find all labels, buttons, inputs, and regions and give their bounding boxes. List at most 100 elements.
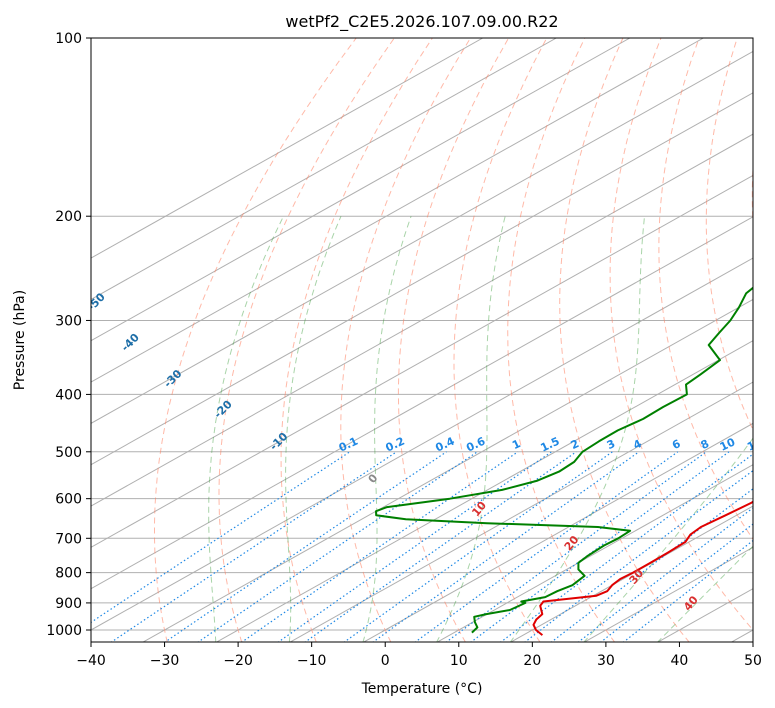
isotherm-line [91,38,704,383]
mixing-ratio-line [372,451,640,642]
mixing-ratio-label: 6 [670,437,683,452]
mixing-ratio-line [414,451,679,642]
mixing-ratio-label: 3 [605,437,617,452]
dry-adiabat-label: -20 [211,397,234,420]
background-lines [91,38,753,642]
moist-adiabat-label: 20 [562,533,582,553]
y-axis-ticks: 100 200 300 400 500 600 700 800 900 1000 [46,31,91,639]
mixing-ratio-line [469,451,730,642]
mixing-ratio-line [163,451,447,642]
moist-adiabat-line [362,216,412,642]
x-tick-label: −40 [76,653,106,669]
dry-adiabat-line [397,38,510,642]
moist-adiabat-line [285,216,342,642]
dry-adiabat-label: -40 [119,331,142,354]
dry-adiabat-label: -60 [63,240,86,263]
mixing-ratio-line [523,469,753,642]
isotherm-line [91,216,753,590]
dry-adiabat-line [340,38,471,642]
isotherm-line [91,38,631,342]
dry-adiabat-line [507,38,616,642]
mixing-ratio-line [277,451,552,642]
plot-frame [90,37,754,643]
x-tick-label: −10 [297,653,327,669]
y-tick-label: 600 [55,492,82,508]
mixing-ratio-line [599,523,753,642]
dry-adiabat-line [559,38,690,642]
mixing-ratio-label: 8 [699,437,711,452]
x-tick-label: 0 [381,653,390,669]
dry-adiabat-label: -50 [85,290,108,313]
isotherm-line [289,381,753,642]
y-tick-label: 100 [55,31,82,47]
isotherm-line [91,38,484,259]
x-tick-label: 10 [450,653,468,669]
dry-adiabat-line [751,160,753,231]
moist-adiabat-label: 0 [366,471,381,485]
x-axis-label: Temperature (°C) [361,681,483,697]
temperature-line [532,500,753,636]
x-tick-label: −30 [150,653,180,669]
isotherm-line [91,38,557,300]
dry-adiabat-label: -80 [46,140,69,163]
isotherm-line [91,257,753,631]
mixing-ratio-line [343,451,613,642]
mixing-ratio-line [550,488,753,642]
x-axis-ticks: −40 −30 −20 −10 0 10 20 30 40 50 [76,642,762,669]
y-tick-label: 400 [55,387,82,403]
dry-adiabat-line [280,38,433,642]
y-tick-label: 900 [55,596,82,612]
mixing-ratio-line [445,451,707,642]
moist-adiabat-line [509,216,645,642]
isotherm-line [91,133,753,507]
mixing-ratio-line [240,451,519,642]
moist-adiabat-line [583,437,753,642]
y-tick-label: 500 [55,445,82,461]
y-axis-label: Pressure (hPa) [12,290,28,390]
y-tick-label: 200 [55,209,82,225]
y-tick-label: 800 [55,566,82,582]
mixing-ratio-label: 10 [718,435,738,453]
dry-adiabat-label: -30 [161,367,184,390]
moist-adiabat-line [208,215,284,642]
isotherm-line [436,464,753,642]
moist-adiabat-label: 40 [681,593,701,613]
dewpoint-line [375,286,753,634]
mixing-ratio-line [91,451,351,624]
moist-adiabat-label: 10 [469,499,489,519]
isotherm-line [91,50,753,424]
moist-adiabat-line [436,216,506,642]
isotherm-line [142,298,753,642]
dry-adiabat-label: -10 [267,430,290,453]
mixing-ratio-label: 16 [767,435,775,453]
isotherm-line [91,92,753,466]
dry-adiabat-line [609,38,753,631]
y-tick-label: 300 [55,313,82,329]
profile-lines [375,286,753,636]
isotherm-line [509,505,753,642]
mixing-ratio-line [110,451,397,642]
dry-adiabat-line [218,38,395,642]
isotherm-line [657,588,753,642]
x-tick-label: −20 [223,653,253,669]
dry-adiabat-line [705,38,753,431]
chart-title: wetPf2_C2E5.2026.107.09.00.R22 [285,12,558,32]
y-tick-label: 700 [55,531,82,547]
mixing-ratio-line [304,451,577,642]
dry-adiabat-label: -90 [48,91,71,114]
x-tick-label: 40 [671,653,689,669]
moist-adiabat-line [656,545,753,642]
moist-adiabat-label: 30 [627,566,647,586]
isotherm-line [362,422,753,642]
x-tick-label: 20 [523,653,541,669]
dry-adiabat-line [658,38,753,541]
mixing-ratio-label: 13 [745,435,764,453]
isotherm-line [215,340,753,642]
dry-adiabat-line [453,38,548,642]
isotherm-line [91,174,753,548]
y-tick-label: 1000 [46,623,82,639]
x-tick-label: 50 [744,653,762,669]
x-tick-label: 30 [597,653,615,669]
dry-adiabat-line [154,38,357,642]
